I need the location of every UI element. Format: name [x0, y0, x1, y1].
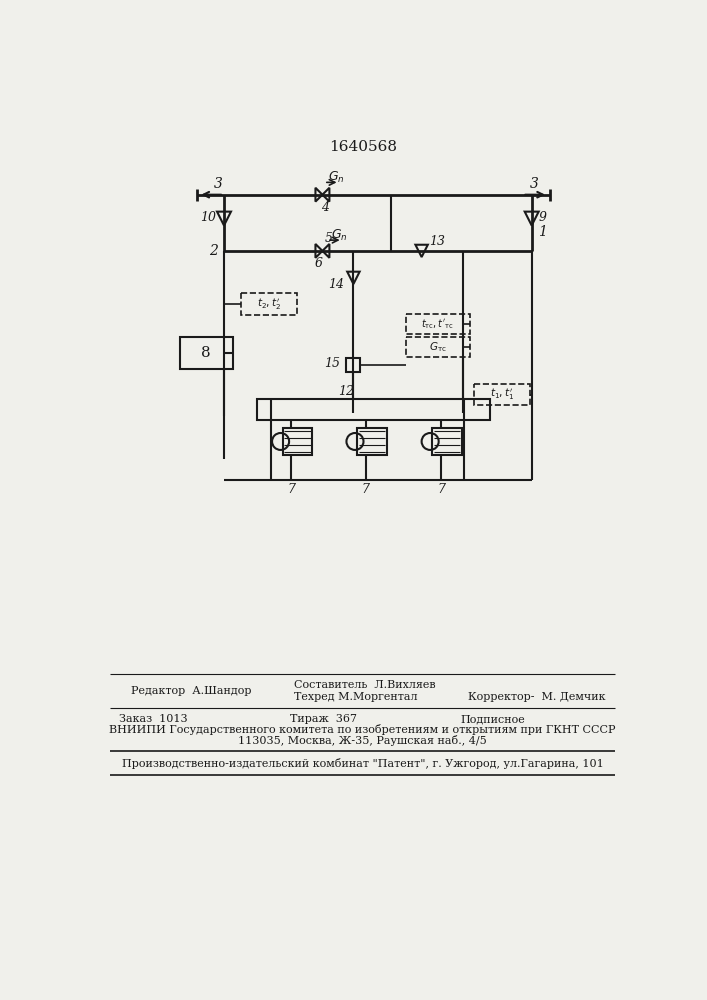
Bar: [474, 384, 530, 405]
Text: ВНИИПИ Государственного комитета по изобретениям и открытиям при ГКНТ СССР: ВНИИПИ Государственного комитета по изоб…: [110, 724, 616, 735]
Text: 2: 2: [209, 244, 218, 258]
Text: Составитель  Л.Вихляев: Составитель Л.Вихляев: [293, 680, 436, 690]
Text: 8: 8: [201, 346, 211, 360]
Bar: [406, 314, 469, 334]
Text: 14: 14: [328, 278, 344, 291]
Text: $G_{\rm тс}$: $G_{\rm тс}$: [429, 340, 447, 354]
Bar: [283, 428, 312, 455]
Text: 12: 12: [338, 385, 354, 398]
Text: 10: 10: [201, 211, 216, 224]
Text: $G_n$: $G_n$: [331, 228, 348, 243]
Text: $t_2, t_2'$: $t_2, t_2'$: [257, 296, 281, 312]
Text: 3: 3: [530, 177, 539, 191]
Text: Техред М.Моргентал: Техред М.Моргентал: [293, 692, 417, 702]
Text: Заказ  1013: Заказ 1013: [119, 714, 188, 724]
Bar: [433, 428, 462, 455]
Text: 15: 15: [324, 357, 340, 370]
Text: 1: 1: [538, 225, 547, 239]
Text: $G_n$: $G_n$: [328, 170, 345, 185]
Text: 13: 13: [429, 235, 445, 248]
Text: 7: 7: [437, 483, 445, 496]
Text: 4: 4: [322, 201, 329, 214]
Text: 6: 6: [315, 257, 322, 270]
Text: Редактор  А.Шандор: Редактор А.Шандор: [131, 686, 252, 696]
Text: 1640568: 1640568: [329, 140, 397, 154]
Text: 3: 3: [214, 177, 223, 191]
Text: 9: 9: [539, 211, 547, 224]
Text: 5: 5: [325, 232, 332, 245]
Bar: [406, 337, 469, 357]
Text: 7: 7: [288, 483, 296, 496]
Text: Производственно-издательский комбинат "Патент", г. Ужгород, ул.Гагарина, 101: Производственно-издательский комбинат "П…: [122, 758, 604, 769]
Text: 113035, Москва, Ж-35, Раушская наб., 4/5: 113035, Москва, Ж-35, Раушская наб., 4/5: [238, 735, 487, 746]
Text: Корректор-  М. Демчик: Корректор- М. Демчик: [468, 692, 606, 702]
Bar: [357, 428, 387, 455]
Bar: [346, 358, 361, 372]
Text: Подписное: Подписное: [460, 714, 525, 724]
Bar: [257, 399, 490, 420]
Bar: [241, 293, 297, 315]
Text: $t_{\rm тс}, t'_{\rm тс}$: $t_{\rm тс}, t'_{\rm тс}$: [421, 317, 455, 331]
Bar: [180, 337, 233, 369]
Text: Тираж  367: Тираж 367: [290, 714, 357, 724]
Text: 7: 7: [362, 483, 370, 496]
Text: $t_1, t_1'$: $t_1, t_1'$: [490, 387, 515, 402]
